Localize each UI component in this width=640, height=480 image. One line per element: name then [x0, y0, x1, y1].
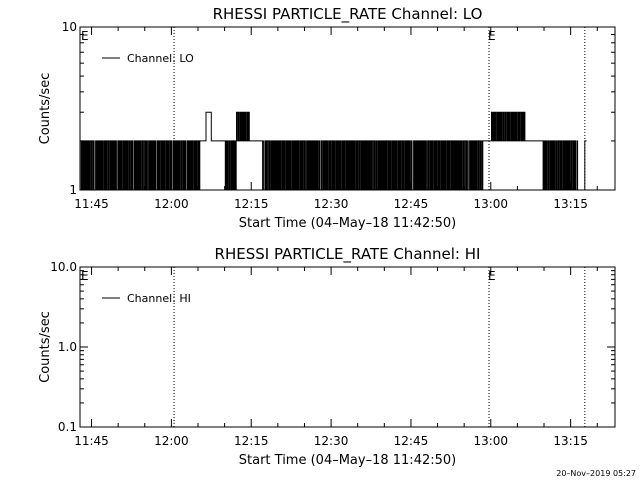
x-tick-label: 12:30 [314, 197, 349, 211]
x-tick-label: 13:00 [473, 434, 508, 448]
generation-timestamp: 20–Nov–2019 05:27 [556, 469, 636, 478]
y-axis-label: Counts/sec [38, 73, 53, 145]
x-tick-label: 13:15 [553, 434, 588, 448]
event-marker-label: E [488, 269, 496, 283]
series-line [80, 111, 587, 191]
y-tick-label: 10 [62, 20, 77, 34]
x-tick-label: 11:45 [74, 434, 109, 448]
plot-panel-1: RHESSI PARTICLE_RATE Channel: LO Start Ti… [38, 5, 616, 231]
legend-entry: Channel: HI [127, 292, 191, 305]
chart-title: RHESSI PARTICLE_RATE Channel: HI [215, 245, 481, 264]
x-tick-label: 11:45 [74, 197, 109, 211]
x-tick-label: 12:00 [154, 434, 189, 448]
event-marker-label: E [81, 269, 89, 283]
x-tick-label: 12:45 [394, 197, 429, 211]
x-tick-label: 12:45 [394, 434, 429, 448]
x-axis-label: Start Time (04–May–18 11:42:50) [239, 453, 456, 468]
y-tick-label: 1.0 [58, 340, 77, 354]
x-tick-label: 12:15 [234, 197, 269, 211]
legend-entry: Channel: LO [127, 52, 194, 65]
x-tick-label: 13:00 [473, 197, 508, 211]
x-axis-label: Start Time (04–May–18 11:42:50) [239, 216, 456, 231]
x-tick-label: 12:15 [234, 434, 269, 448]
x-tick-label: 12:00 [154, 197, 189, 211]
x-tick-label: 13:15 [553, 197, 588, 211]
plot-frame [79, 266, 616, 428]
x-tick-label: 12:30 [314, 434, 349, 448]
plot-panel-2: RHESSI PARTICLE_RATE Channel: HI Start Ti… [38, 245, 616, 468]
event-marker-label: E [81, 29, 89, 43]
chart-title: RHESSI PARTICLE_RATE Channel: LO [213, 5, 483, 24]
y-axis-label: Counts/sec [38, 311, 53, 383]
y-tick-label: 1 [69, 183, 77, 197]
y-tick-label: 0.1 [58, 420, 77, 434]
y-tick-label: 10.0 [50, 260, 77, 274]
event-marker-label: E [488, 29, 496, 43]
